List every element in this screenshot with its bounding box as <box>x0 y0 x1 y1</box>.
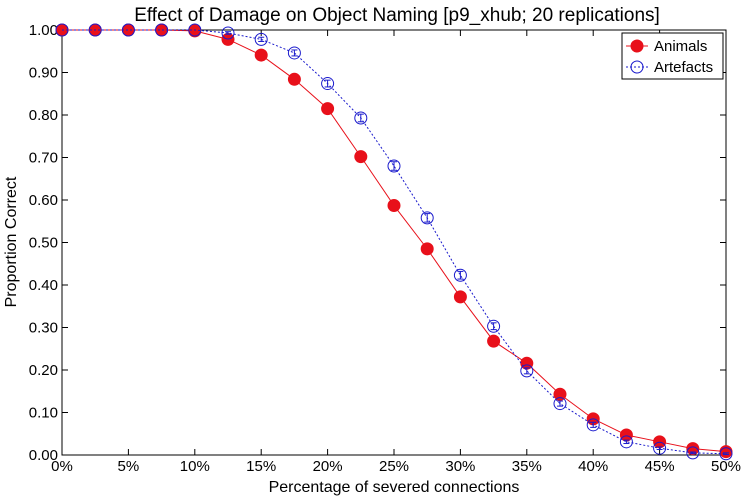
data-point <box>387 199 401 213</box>
data-point <box>254 32 268 46</box>
data-point <box>619 435 633 449</box>
y-tick-label: 0.00 <box>29 447 58 464</box>
data-point <box>287 72 301 86</box>
legend-marker <box>630 39 644 53</box>
data-point <box>221 26 235 40</box>
data-point <box>354 150 368 164</box>
y-axis-title: Proportion Correct <box>3 176 20 307</box>
data-point <box>553 397 567 411</box>
x-tick-label: 15% <box>246 458 276 475</box>
data-point <box>520 364 534 378</box>
data-point <box>686 446 700 460</box>
chart-title: Effect of Damage on Object Naming [p9_xh… <box>134 5 660 26</box>
plot-area <box>61 29 727 456</box>
x-tick-label: 40% <box>578 458 608 475</box>
x-tick-label: 10% <box>180 458 210 475</box>
data-point <box>254 48 268 62</box>
data-point <box>387 159 401 173</box>
y-tick-label: 0.60 <box>29 192 58 209</box>
data-point <box>453 290 467 304</box>
y-tick-label: 0.40 <box>29 277 58 294</box>
legend-box <box>621 32 724 80</box>
data-point <box>453 268 467 282</box>
y-tick-label: 0.80 <box>29 107 58 124</box>
data-point <box>55 23 69 37</box>
legend-label: Artefacts <box>654 59 713 76</box>
legend: Animals Artefacts <box>621 32 724 80</box>
data-point <box>653 441 667 455</box>
x-tick-label: 25% <box>379 458 409 475</box>
x-tick-label: 45% <box>645 458 675 475</box>
x-tick-label: 30% <box>445 458 475 475</box>
y-axis: 0.00 0.10 0.20 0.30 0.40 0.50 0.60 0.70 0.80 0.90… <box>29 22 726 464</box>
y-tick-label: 0.20 <box>29 362 58 379</box>
data-point <box>121 23 135 37</box>
data-point <box>487 334 501 348</box>
data-point <box>586 418 600 432</box>
y-tick-label: 0.50 <box>29 235 58 252</box>
legend-label: Animals <box>654 38 707 55</box>
y-tick-label: 0.90 <box>29 65 58 82</box>
series-artefacts <box>55 23 733 461</box>
data-point <box>719 447 733 461</box>
x-axis: 0% 5% 10% 15% 20% 25% 30% 35% 40% 45% 50% <box>51 30 741 475</box>
data-point <box>155 23 169 37</box>
x-axis-title: Percentage of severed connections <box>269 479 520 496</box>
data-point <box>321 102 335 116</box>
y-tick-label: 1.00 <box>29 22 58 39</box>
data-point <box>321 77 335 91</box>
data-point <box>88 23 102 37</box>
data-point <box>487 319 501 333</box>
data-point <box>188 23 202 37</box>
legend-marker <box>630 60 644 74</box>
data-point <box>287 46 301 60</box>
x-tick-label: 5% <box>118 458 140 475</box>
data-point <box>553 387 567 401</box>
x-tick-label: 35% <box>512 458 542 475</box>
x-tick-label: 50% <box>711 458 741 475</box>
data-point <box>420 211 434 225</box>
data-point <box>354 111 368 125</box>
x-tick-label: 0% <box>51 458 73 475</box>
x-tick-label: 20% <box>313 458 343 475</box>
series-layer <box>55 23 733 461</box>
y-tick-label: 0.10 <box>29 405 58 422</box>
y-tick-label: 0.30 <box>29 320 58 337</box>
data-point <box>420 242 434 256</box>
y-tick-label: 0.70 <box>29 150 58 167</box>
